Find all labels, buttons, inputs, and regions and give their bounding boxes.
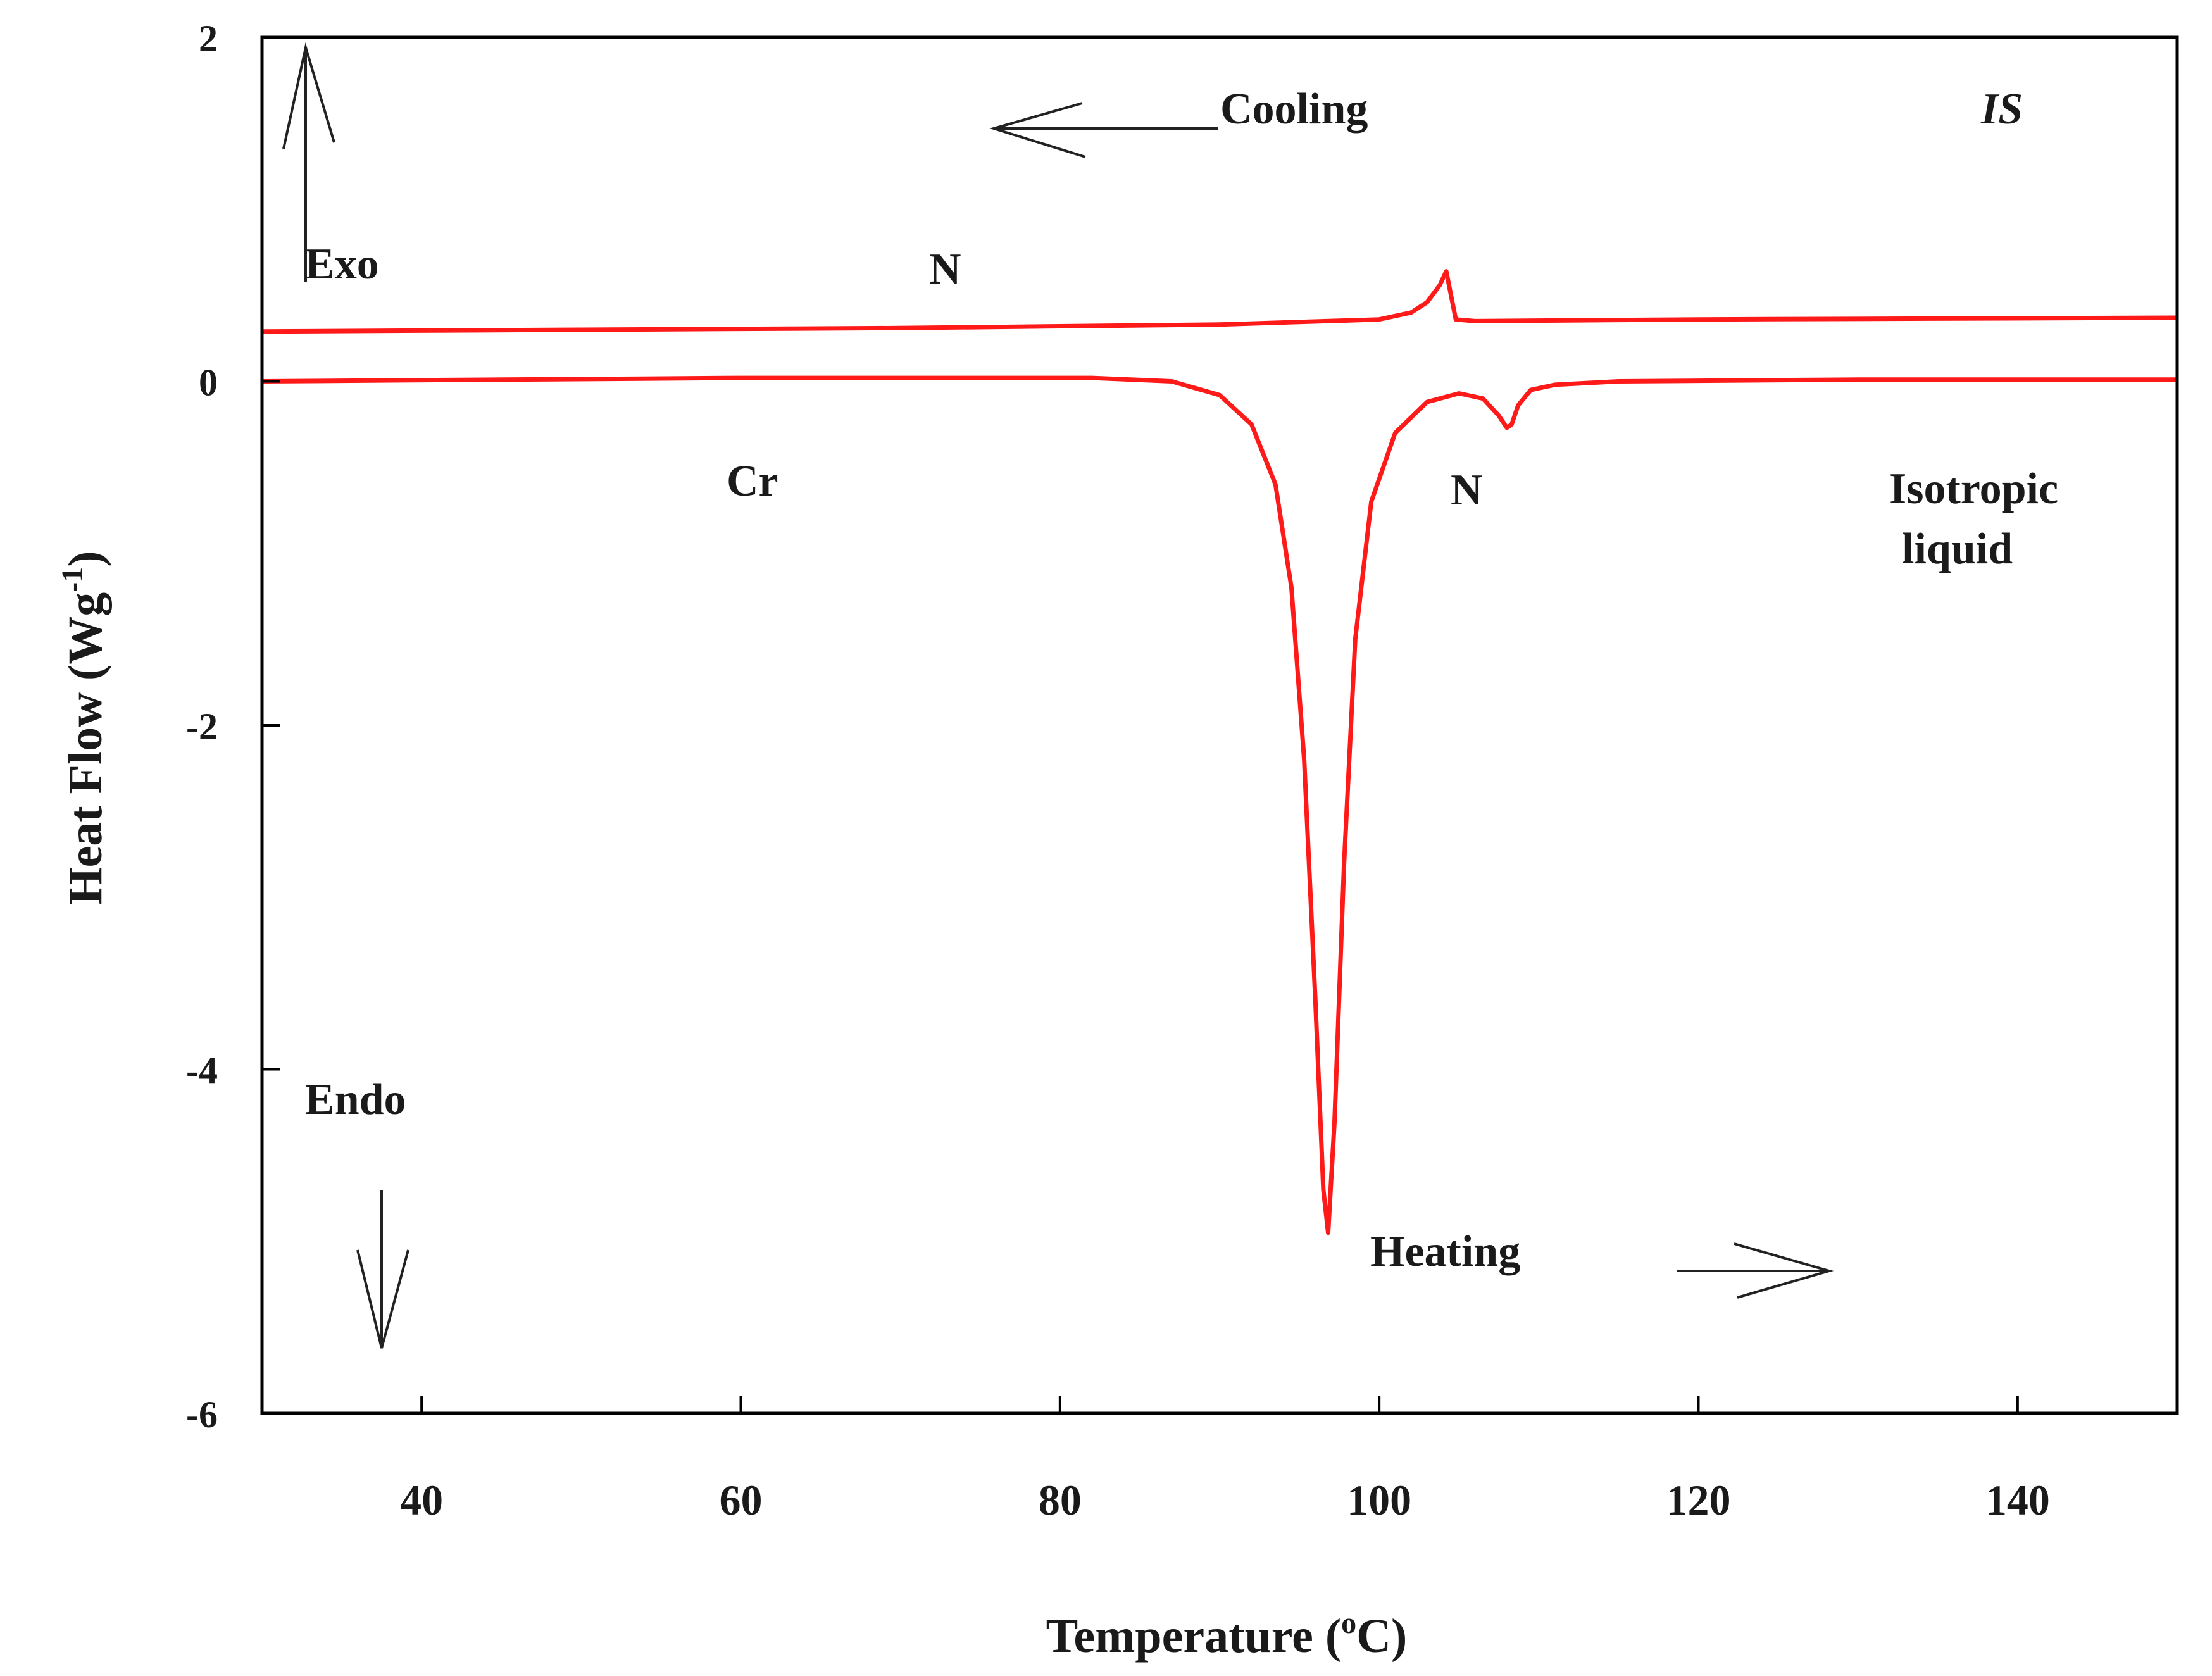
x-tick-label: 60 [720,1476,763,1524]
y-tick-label: -2 [186,706,218,747]
endo-label: Endo [305,1075,406,1124]
x-axis-title: Temperature (oC) [1046,1606,1408,1663]
x-tick-label: 140 [1985,1476,2050,1524]
x-tick-label: 40 [400,1476,443,1524]
n-cooling-label: N [929,245,961,294]
y-tick-label: -6 [186,1394,218,1435]
exo-label: Exo [305,240,379,289]
heating-arrow-icon [1677,1242,1834,1299]
cooling-arrow-icon [989,102,1218,158]
liquid-label: liquid [1902,525,2013,573]
x-tick-label: 80 [1039,1476,1082,1524]
x-tick-label: 100 [1347,1476,1411,1524]
y-axis-title: Heat Flow (Wg-1) [56,551,112,904]
exo-up-arrow-icon [282,42,335,282]
endo-down-arrow-icon [356,1190,409,1349]
x-tick-label: 120 [1666,1476,1731,1524]
is-label: IS [1980,85,2023,134]
n-heating-label: N [1451,466,1483,515]
data-curves [261,269,2178,1235]
cooling-label: Cooling [1220,85,1368,134]
cr-label: Cr [727,457,778,506]
y-tick-label: 2 [199,18,218,59]
y-tick-label: 0 [199,362,218,404]
isotropic-label: Isotropic [1889,465,2058,513]
series-line-cooling [261,269,2178,334]
heating-label: Heating [1370,1227,1520,1276]
y-axis-ticks: -6 -4 -2 0 2 [186,18,280,1435]
y-tick-label: -4 [186,1050,218,1092]
x-axis-ticks: 40 60 80 100 120 140 [400,1396,2050,1524]
series-line-heating [261,375,2177,1235]
